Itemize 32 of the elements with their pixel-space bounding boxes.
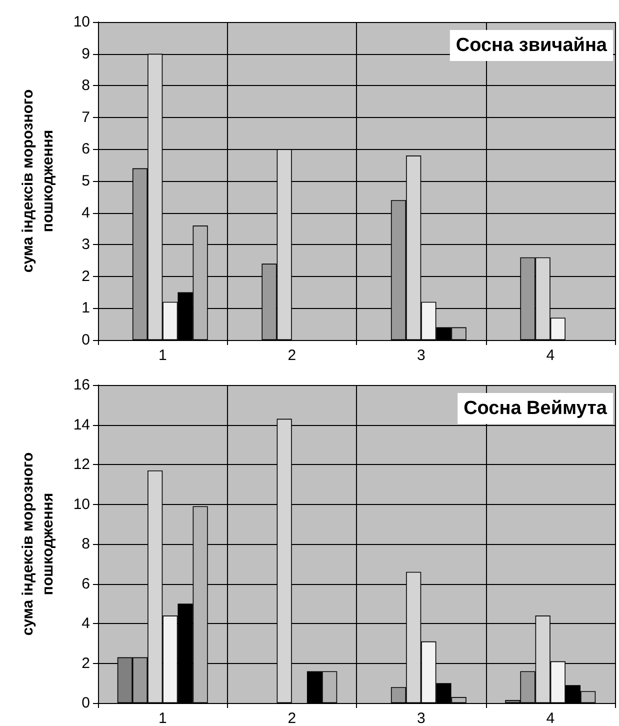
x-tick-label: 3 bbox=[416, 347, 426, 364]
y-tick-label: 0 bbox=[82, 694, 90, 712]
y-tick-label: 1 bbox=[82, 300, 90, 317]
x-tick-label: 2 bbox=[288, 710, 296, 726]
y-tick-label: 4 bbox=[82, 615, 90, 632]
y-tick-label: 4 bbox=[82, 204, 90, 222]
y-tick-label: 7 bbox=[82, 108, 90, 126]
y-tick-label: 14 bbox=[73, 416, 90, 434]
y-axis-title: сума індексів морозного пошкодження bbox=[20, 89, 56, 273]
y-tick-label: 10 bbox=[73, 496, 90, 513]
y-tick-label: 10 bbox=[73, 14, 90, 30]
y-tick-label: 9 bbox=[82, 45, 90, 62]
text: Сосна Веймута bbox=[464, 398, 608, 419]
x-tick-label: 2 bbox=[288, 347, 296, 364]
y-tick-label: 16 bbox=[73, 376, 90, 394]
text: Сосна звичайна bbox=[456, 35, 608, 56]
y-tick-label: 8 bbox=[82, 77, 90, 94]
x-tick-label: 1 bbox=[158, 710, 167, 726]
x-tick-label: 4 bbox=[546, 347, 555, 364]
x-tick-label: 4 bbox=[546, 710, 555, 726]
y-tick-label: 6 bbox=[82, 575, 90, 592]
y-tick-label: 12 bbox=[73, 456, 90, 473]
y-tick-label: 3 bbox=[82, 236, 90, 254]
y-tick-label: 2 bbox=[82, 654, 90, 672]
y-tick-label: 8 bbox=[82, 536, 90, 552]
x-tick-label: 1 bbox=[158, 347, 167, 364]
y-tick-label: 5 bbox=[82, 172, 90, 190]
y-tick-label: 0 bbox=[82, 332, 90, 348]
y-tick-label: 6 bbox=[82, 140, 90, 158]
y-tick-label: 2 bbox=[82, 268, 90, 285]
y-axis-title: сума індексів морозного пошкодження bbox=[20, 452, 56, 636]
x-tick-label: 3 bbox=[416, 710, 426, 726]
